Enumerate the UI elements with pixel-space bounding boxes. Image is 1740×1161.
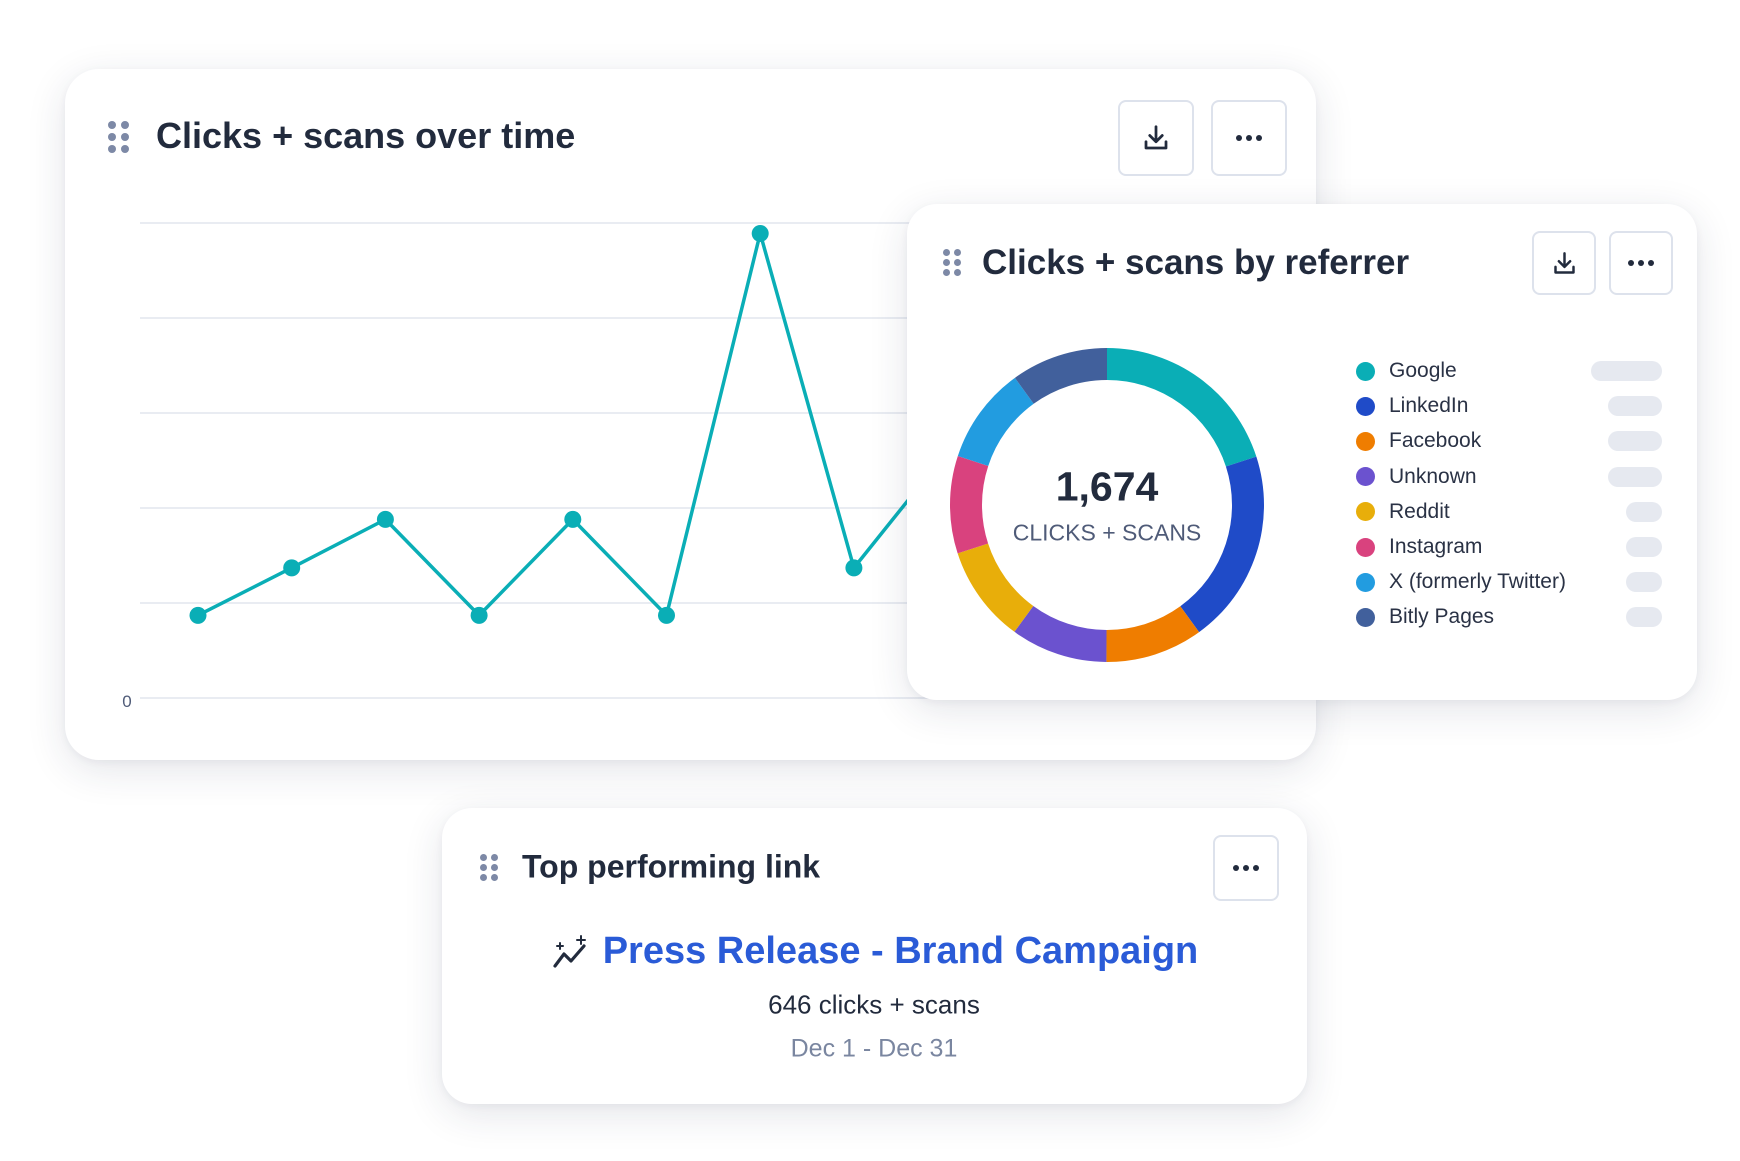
more-horizontal-icon bbox=[1236, 135, 1262, 141]
legend-label: Facebook bbox=[1389, 429, 1482, 453]
legend-label: LinkedIn bbox=[1389, 394, 1469, 418]
legend-color-dot bbox=[1356, 396, 1375, 416]
top-link-count: 646 clicks + scans bbox=[768, 989, 980, 1020]
top-link-date-range: Dec 1 - Dec 31 bbox=[790, 1034, 958, 1063]
data-point[interactable] bbox=[751, 224, 769, 242]
more-horizontal-icon bbox=[1233, 865, 1259, 871]
data-point[interactable] bbox=[470, 606, 488, 624]
top-performing-link-card bbox=[442, 808, 1307, 1104]
legend-value-placeholder bbox=[1591, 361, 1662, 381]
data-point[interactable] bbox=[189, 606, 207, 624]
legend-label: Instagram bbox=[1389, 535, 1483, 558]
y-tick-label: 0 bbox=[122, 692, 131, 711]
data-point[interactable] bbox=[283, 559, 301, 577]
legend-value-placeholder bbox=[1608, 431, 1662, 452]
legend-color-dot bbox=[1356, 467, 1375, 487]
top-link-title[interactable]: Press Release - Brand Campaign bbox=[602, 930, 1199, 972]
download-icon bbox=[1144, 125, 1168, 150]
legend-item[interactable]: Unknown bbox=[1356, 465, 1662, 489]
legend-item[interactable]: Facebook bbox=[1356, 429, 1662, 453]
legend-value-placeholder bbox=[1626, 501, 1662, 522]
more-options-button[interactable] bbox=[1211, 100, 1287, 176]
donut-total-label: CLICKS + SCANS bbox=[1012, 519, 1202, 546]
legend-item[interactable]: Instagram bbox=[1356, 535, 1662, 559]
legend-value-placeholder bbox=[1608, 396, 1662, 417]
legend-color-dot bbox=[1356, 431, 1375, 451]
legend-value-placeholder bbox=[1626, 607, 1662, 628]
legend-color-dot bbox=[1356, 572, 1375, 592]
download-button[interactable] bbox=[1532, 231, 1596, 295]
download-button[interactable] bbox=[1118, 100, 1194, 176]
referrer-card-title: Clicks + scans by referrer bbox=[982, 243, 1410, 282]
legend-color-dot bbox=[1356, 502, 1375, 522]
top-link-card-title: Top performing link bbox=[522, 848, 821, 885]
drag-handle-icon[interactable] bbox=[943, 249, 961, 276]
drag-handle-icon[interactable] bbox=[480, 854, 498, 881]
legend-item[interactable]: Reddit bbox=[1356, 500, 1662, 524]
legend-item[interactable]: LinkedIn bbox=[1356, 394, 1662, 418]
legend-value-placeholder bbox=[1608, 466, 1662, 487]
more-options-button[interactable] bbox=[1609, 231, 1673, 295]
legend-value-placeholder bbox=[1626, 572, 1662, 593]
drag-handle-icon[interactable] bbox=[108, 121, 129, 153]
legend-color-dot bbox=[1356, 361, 1375, 381]
sparkle-trend-icon bbox=[553, 934, 586, 968]
data-point[interactable] bbox=[376, 510, 394, 528]
legend-label: Google bbox=[1389, 359, 1457, 382]
legend-color-dot bbox=[1356, 607, 1375, 627]
donut-total: 1,674 bbox=[1055, 463, 1159, 510]
series-line bbox=[197, 231, 949, 618]
time-card-title: Clicks + scans over time bbox=[156, 115, 576, 156]
data-point[interactable] bbox=[658, 606, 675, 624]
legend-color-dot bbox=[1356, 537, 1375, 557]
legend-item[interactable]: X (formerly Twitter) bbox=[1356, 570, 1662, 594]
data-point[interactable] bbox=[564, 510, 582, 528]
data-point[interactable] bbox=[845, 559, 863, 577]
more-options-button[interactable] bbox=[1213, 835, 1279, 901]
legend-value-placeholder bbox=[1626, 537, 1662, 557]
download-icon bbox=[1553, 251, 1575, 274]
legend-label: Bitly Pages bbox=[1389, 605, 1495, 629]
top-link-row: Press Release - Brand Campaign bbox=[442, 930, 1307, 973]
legend-item[interactable]: Google bbox=[1356, 359, 1662, 383]
legend-item[interactable]: Bitly Pages bbox=[1356, 605, 1662, 629]
legend-label: Unknown bbox=[1389, 464, 1477, 488]
legend-label: X (formerly Twitter) bbox=[1389, 570, 1566, 594]
legend-label: Reddit bbox=[1389, 499, 1450, 523]
more-horizontal-icon bbox=[1628, 260, 1654, 266]
